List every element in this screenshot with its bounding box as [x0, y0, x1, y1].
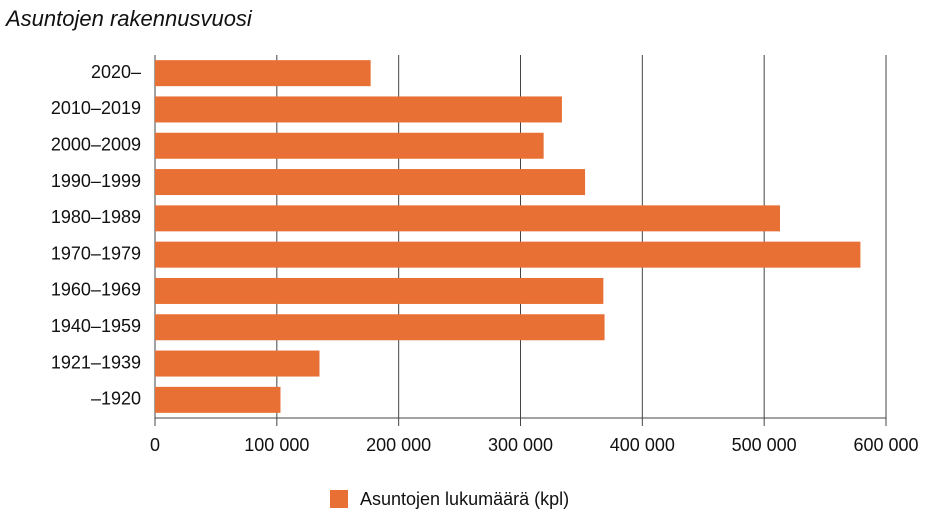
y-tick-label: 1980–1989: [51, 207, 141, 227]
bar: [155, 314, 605, 341]
y-tick-label: 1960–1969: [51, 280, 141, 300]
bar: [155, 205, 781, 232]
bar: [155, 60, 371, 87]
x-tick-label: 500 000: [732, 435, 797, 455]
bar: [155, 350, 320, 377]
chart-title: Asuntojen rakennusvuosi: [4, 6, 253, 31]
bar: [155, 241, 861, 268]
x-tick-label: 300 000: [488, 435, 553, 455]
x-tick-label: 400 000: [610, 435, 675, 455]
y-tick-label: 1940–1959: [51, 316, 141, 336]
y-tick-label: –1920: [91, 389, 141, 409]
y-tick-label: 1990–1999: [51, 171, 141, 191]
legend-label: Asuntojen lukumäärä (kpl): [360, 489, 569, 509]
x-tick-label: 600 000: [853, 435, 918, 455]
y-tick-label: 2000–2009: [51, 135, 141, 155]
y-tick-label: 2020–: [91, 62, 141, 82]
y-tick-label: 2010–2019: [51, 98, 141, 118]
legend-swatch: [330, 490, 348, 508]
bar: [155, 132, 544, 159]
bar: [155, 277, 604, 304]
bar: [155, 386, 281, 413]
bar: [155, 96, 562, 123]
x-tick-label: 100 000: [244, 435, 309, 455]
y-tick-label: 1921–1939: [51, 352, 141, 372]
y-tick-label: 1970–1979: [51, 243, 141, 263]
x-tick-label: 200 000: [366, 435, 431, 455]
bar: [155, 169, 586, 196]
x-tick-label: 0: [150, 435, 160, 455]
